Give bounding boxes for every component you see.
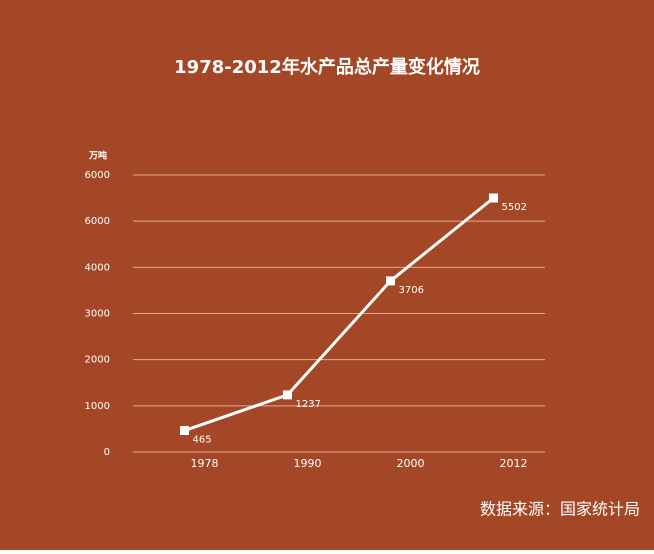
data-label: 3706 <box>399 285 424 296</box>
data-point <box>489 193 498 203</box>
data-label: 1237 <box>296 399 321 410</box>
x-tick-label: 2000 <box>397 457 425 470</box>
y-tick-label: 6000 <box>85 170 110 181</box>
x-tick-label: 2012 <box>500 457 528 470</box>
source-note: 数据来源：国家统计局 <box>480 500 640 519</box>
x-tick-label: 1990 <box>294 457 322 470</box>
y-tick-label: 6000 <box>85 216 110 227</box>
data-point <box>283 390 292 400</box>
data-label: 5502 <box>502 202 527 213</box>
y-tick-label: 0 <box>104 447 110 458</box>
x-tick-label: 1978 <box>191 457 219 470</box>
data-point <box>386 276 395 286</box>
y-axis-label: 万吨 <box>88 150 107 162</box>
y-tick-label: 1000 <box>85 401 110 412</box>
y-tick-label: 4000 <box>85 262 110 273</box>
data-point <box>180 426 189 436</box>
y-tick-label: 3000 <box>85 309 110 320</box>
chart-title: 1978-2012年水产品总产量变化情况 <box>174 56 480 78</box>
data-line <box>184 196 495 432</box>
data-label: 465 <box>193 435 212 446</box>
y-tick-label: 2000 <box>85 355 110 366</box>
